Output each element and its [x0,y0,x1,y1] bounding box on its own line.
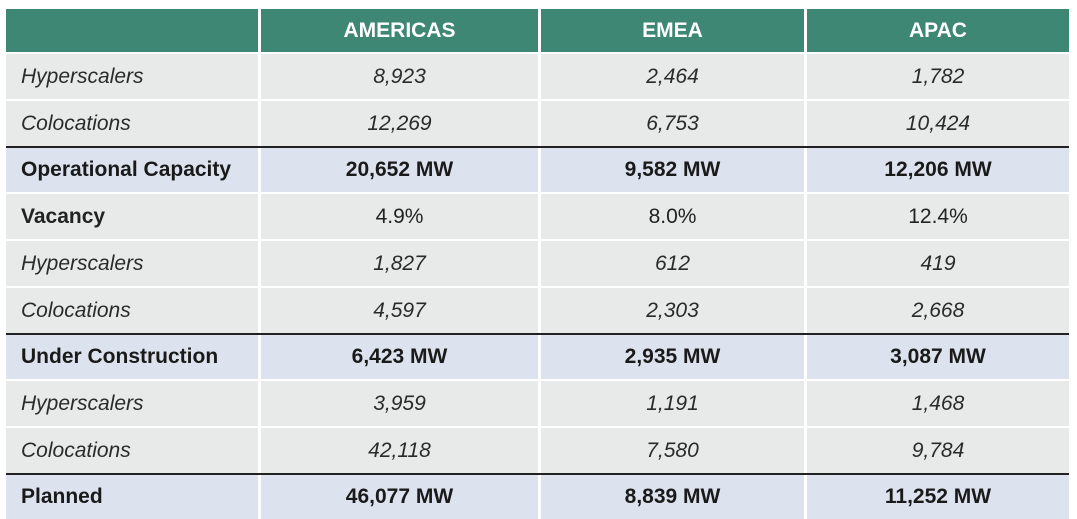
emea-value: 612 [538,241,804,286]
emea-value: 2,464 [538,54,804,99]
americas-value: 4,597 [258,288,538,333]
americas-value: 42,118 [258,428,538,473]
row-label: Hyperscalers [6,54,258,99]
apac-value: 1,782 [804,54,1069,99]
americas-value: 3,959 [258,381,538,426]
table-row-total: Under Construction 6,423 MW 2,935 MW 3,0… [6,333,1069,379]
apac-value: 12.4% [804,194,1069,239]
apac-value: 9,784 [804,428,1069,473]
table-row: Hyperscalers 8,923 2,464 1,782 [6,52,1069,99]
americas-value: 20,652 MW [258,148,538,192]
table-row: Hyperscalers 1,827 612 419 [6,239,1069,286]
apac-value: 10,424 [804,101,1069,146]
table-row-total: Operational Capacity 20,652 MW 9,582 MW … [6,146,1069,192]
emea-value: 8.0% [538,194,804,239]
apac-value: 3,087 MW [804,335,1069,379]
table-row: Colocations 42,118 7,580 9,784 [6,426,1069,473]
apac-value: 419 [804,241,1069,286]
table-row: Vacancy 4.9% 8.0% 12.4% [6,192,1069,239]
header-cell-blank [6,9,258,52]
row-label: Vacancy [6,194,258,239]
apac-value: 1,468 [804,381,1069,426]
apac-value: 2,668 [804,288,1069,333]
row-label: Operational Capacity [6,148,258,192]
americas-value: 12,269 [258,101,538,146]
row-label: Hyperscalers [6,381,258,426]
americas-value: 4.9% [258,194,538,239]
row-label: Planned [6,475,258,519]
americas-value: 8,923 [258,54,538,99]
table-row: Hyperscalers 3,959 1,191 1,468 [6,379,1069,426]
americas-value: 6,423 MW [258,335,538,379]
emea-value: 2,303 [538,288,804,333]
table-row: Colocations 4,597 2,303 2,668 [6,286,1069,333]
table-header-row: AMERICAS EMEA APAC [6,9,1069,52]
row-label: Colocations [6,428,258,473]
emea-value: 9,582 MW [538,148,804,192]
capacity-table: AMERICAS EMEA APAC Hyperscalers 8,923 2,… [6,9,1069,519]
apac-value: 12,206 MW [804,148,1069,192]
emea-value: 2,935 MW [538,335,804,379]
table-row-total: Planned 46,077 MW 8,839 MW 11,252 MW [6,473,1069,519]
table-row: Colocations 12,269 6,753 10,424 [6,99,1069,146]
row-label: Under Construction [6,335,258,379]
americas-value: 46,077 MW [258,475,538,519]
row-label: Colocations [6,288,258,333]
emea-value: 1,191 [538,381,804,426]
header-cell-americas: AMERICAS [258,9,538,52]
row-label: Colocations [6,101,258,146]
emea-value: 8,839 MW [538,475,804,519]
header-cell-apac: APAC [804,9,1069,52]
header-cell-emea: EMEA [538,9,804,52]
emea-value: 7,580 [538,428,804,473]
apac-value: 11,252 MW [804,475,1069,519]
americas-value: 1,827 [258,241,538,286]
row-label: Hyperscalers [6,241,258,286]
emea-value: 6,753 [538,101,804,146]
